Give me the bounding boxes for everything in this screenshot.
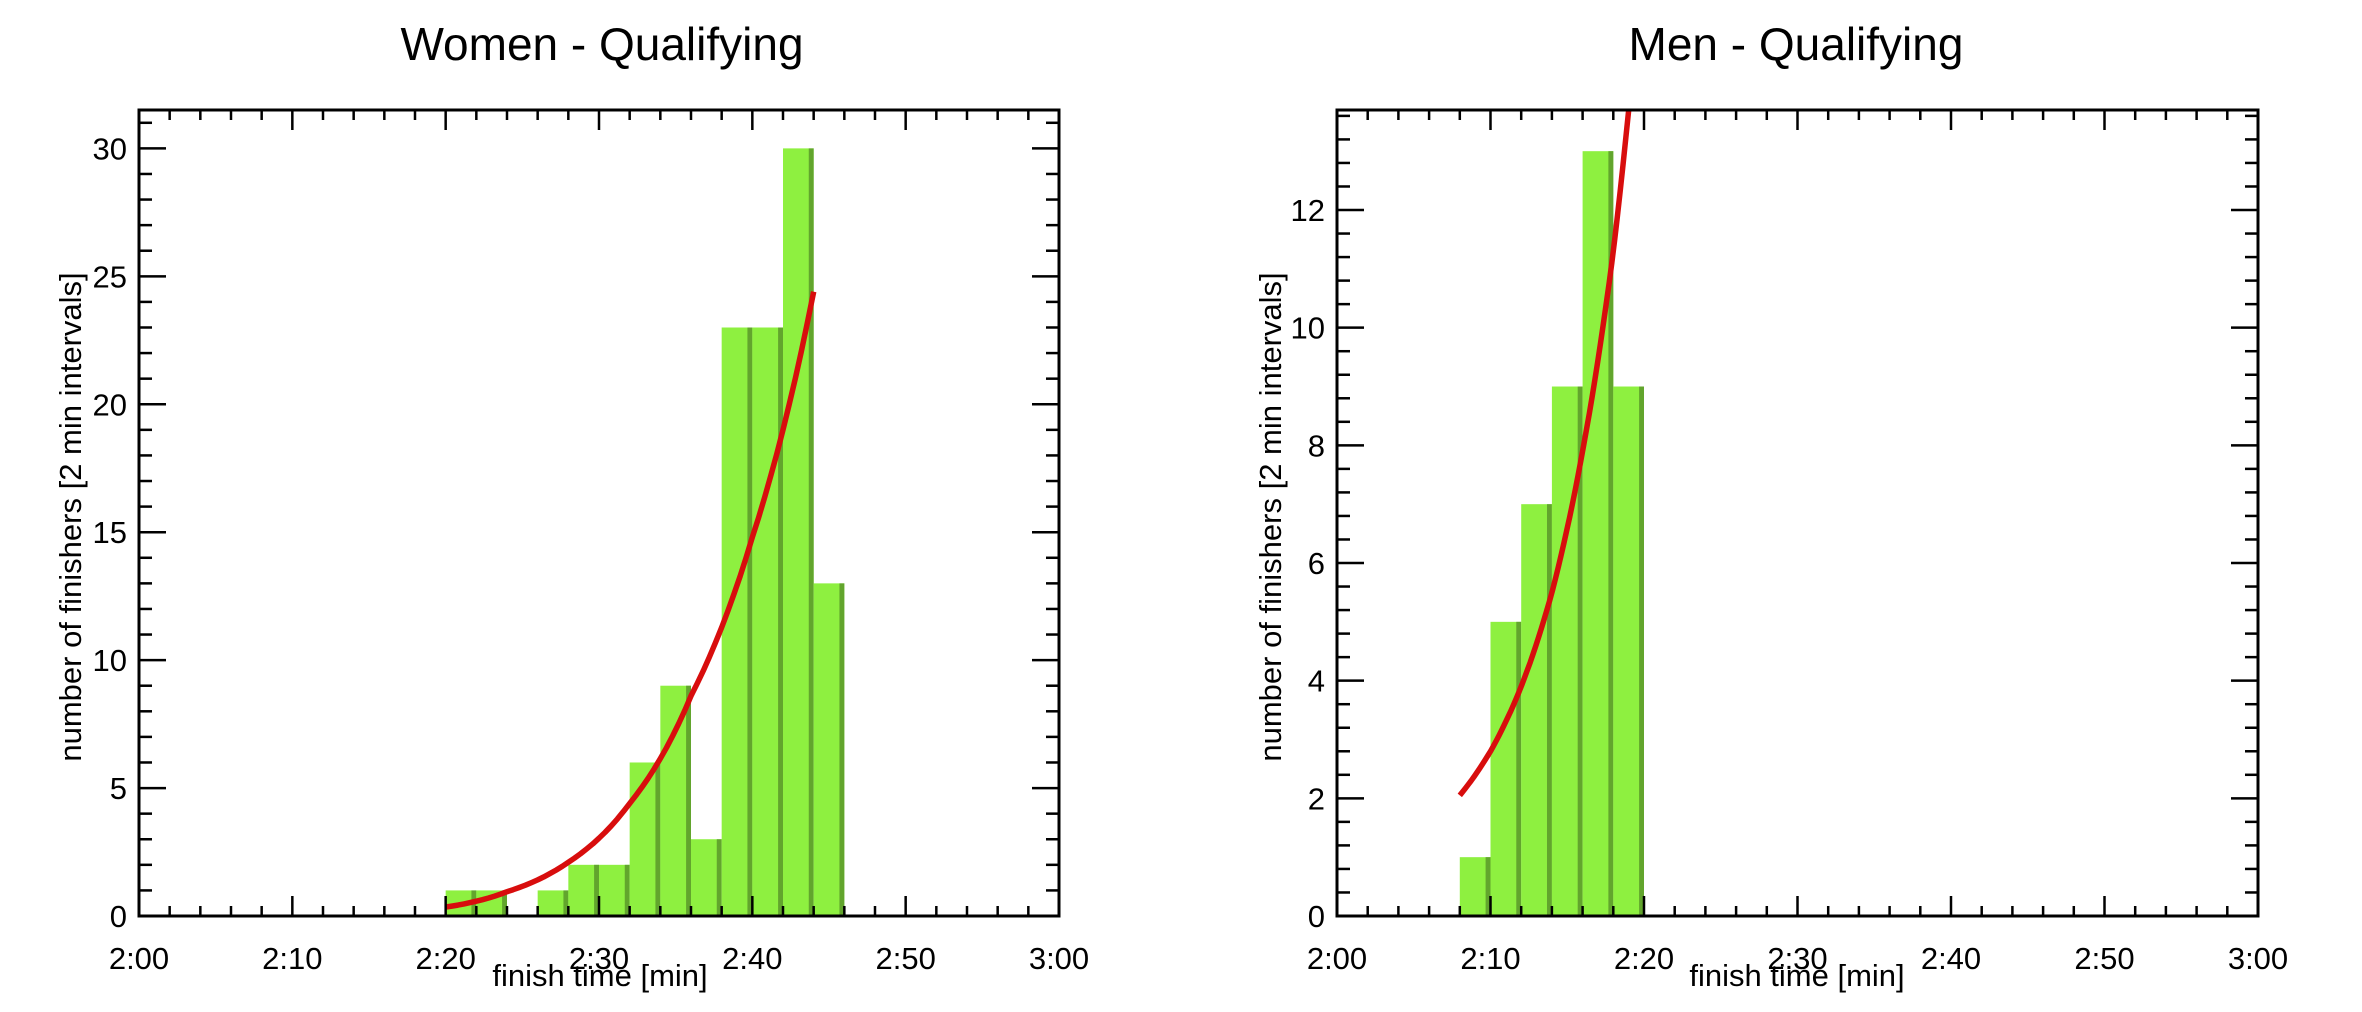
men-x-axis-label: finish time [min]	[1689, 958, 1904, 993]
women-bar-shade	[839, 583, 845, 916]
women-x-tick-label: 2:50	[875, 941, 935, 976]
women-bar-shade	[594, 864, 599, 916]
men-x-tick-label: 2:30	[1767, 941, 1827, 976]
men-y-tick-label: 8	[1308, 428, 1325, 463]
women-bar-shade	[624, 864, 630, 916]
men-y-axis-label: number of finishers [2 min intervals]	[1253, 272, 1288, 761]
men-y-tick-label: 12	[1291, 193, 1325, 228]
women-axis-ticks: 2:00 2:10 2:20 2:30 2:40 2:50 3:00 0 5 10 15 20 25 30	[93, 110, 1089, 976]
men-x-tick-label: 2:20	[1614, 941, 1674, 976]
women-x-tick-label: 3:00	[1029, 941, 1089, 976]
men-y-tick-label: 2	[1308, 781, 1325, 816]
men-bar-shade	[1516, 621, 1522, 916]
men-x-tick-label: 2:50	[2074, 941, 2134, 976]
women-y-tick-label: 0	[110, 899, 127, 934]
men-y-tick-label: 0	[1308, 899, 1325, 934]
women-x-tick-label: 2:20	[415, 941, 475, 976]
women-y-tick-label: 15	[93, 515, 127, 550]
women-bar-shade	[778, 327, 783, 916]
men-plot-frame	[1335, 108, 2260, 918]
women-bar	[537, 890, 569, 916]
men-qualifying-panel: Men - Qualifying 2:00 2:10 2:20 2:30 2:40 2:5…	[1253, 18, 2288, 993]
women-y-axis-label: number of finishers [2 min intervals]	[53, 272, 88, 761]
men-axis-ticks: 2:00 2:10 2:20 2:30 2:40 2:50 3:00 0 2 4 6 8 10 12	[1291, 110, 2288, 976]
women-y-tick-label: 5	[110, 771, 127, 806]
women-fit	[445, 291, 817, 910]
women-bar-shade	[716, 839, 722, 916]
women-bar-shade	[686, 685, 691, 916]
men-x-tick-label: 2:00	[1307, 941, 1367, 976]
women-fit-curve	[445, 291, 817, 910]
women-y-tick-label: 20	[93, 387, 127, 422]
women-bar	[721, 327, 753, 916]
men-y-tick-label: 10	[1291, 311, 1325, 346]
women-bar-shade	[502, 890, 507, 916]
women-bars	[445, 148, 845, 916]
men-x-tick-label: 3:00	[2228, 941, 2288, 976]
men-bar-shade	[1577, 386, 1583, 916]
women-bar	[599, 864, 630, 916]
women-bar-shade	[655, 762, 661, 916]
men-chart-title: Men - Qualifying	[1629, 18, 1964, 70]
men-x-tick-label: 2:10	[1460, 941, 1520, 976]
women-bar	[568, 864, 599, 916]
women-x-axis-label: finish time [min]	[492, 958, 707, 993]
men-y-tick-label: 6	[1308, 546, 1325, 581]
men-bar	[1613, 386, 1644, 916]
women-bar	[629, 762, 661, 916]
women-plot-frame	[137, 108, 1061, 918]
men-fit-curve	[1457, 109, 1632, 798]
men-bar-shade	[1608, 151, 1614, 916]
men-bar	[1459, 857, 1491, 916]
men-bar	[1521, 504, 1552, 916]
women-bar	[783, 148, 814, 916]
men-bar-shade	[1485, 857, 1491, 916]
women-x-tick-label: 2:40	[722, 941, 782, 976]
women-bar	[691, 839, 722, 916]
women-bar-shade	[747, 327, 753, 916]
women-y-tick-label: 25	[93, 259, 127, 294]
women-qualifying-panel: Women - Qualifying 2:00 2:10 2:20 2:30 2:40 2…	[53, 18, 1089, 993]
women-bar-shade	[563, 890, 569, 916]
women-y-tick-label: 10	[93, 643, 127, 678]
men-bar-shade	[1546, 504, 1552, 916]
women-y-tick-label: 30	[93, 131, 127, 166]
women-bar-shade	[808, 148, 814, 916]
women-x-tick-label: 2:10	[262, 941, 322, 976]
men-y-tick-label: 4	[1308, 664, 1325, 699]
men-bar-shade	[1639, 386, 1644, 916]
women-bar	[752, 327, 783, 916]
women-x-tick-label: 2:00	[109, 941, 169, 976]
women-x-tick-label: 2:30	[569, 941, 629, 976]
men-fit	[1457, 109, 1632, 798]
men-bars	[1459, 151, 1644, 916]
women-chart-title: Women - Qualifying	[400, 18, 803, 70]
men-x-tick-label: 2:40	[1921, 941, 1981, 976]
women-bar	[813, 583, 845, 916]
men-bar	[1490, 621, 1522, 916]
